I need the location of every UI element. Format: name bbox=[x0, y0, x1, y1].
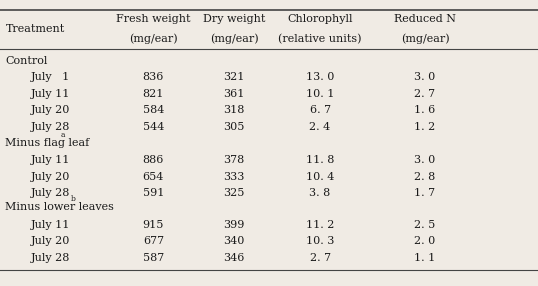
Text: 318: 318 bbox=[223, 106, 245, 115]
Text: 1. 2: 1. 2 bbox=[414, 122, 436, 132]
Text: 654: 654 bbox=[143, 172, 164, 182]
Text: 340: 340 bbox=[223, 236, 245, 246]
Text: 321: 321 bbox=[223, 72, 245, 82]
Text: 886: 886 bbox=[143, 155, 164, 165]
Text: b: b bbox=[71, 195, 76, 203]
Text: (mg/ear): (mg/ear) bbox=[210, 33, 258, 44]
Text: 2. 0: 2. 0 bbox=[414, 236, 436, 246]
Text: 3. 0: 3. 0 bbox=[414, 72, 436, 82]
Text: 2. 8: 2. 8 bbox=[414, 172, 436, 182]
Text: 325: 325 bbox=[223, 188, 245, 198]
Text: 305: 305 bbox=[223, 122, 245, 132]
Text: Minus lower leaves: Minus lower leaves bbox=[5, 202, 114, 212]
Text: 333: 333 bbox=[223, 172, 245, 182]
Text: 591: 591 bbox=[143, 188, 164, 198]
Text: July 11: July 11 bbox=[31, 155, 70, 165]
Text: 2. 5: 2. 5 bbox=[414, 220, 436, 229]
Text: 3. 0: 3. 0 bbox=[414, 155, 436, 165]
Text: 836: 836 bbox=[143, 72, 164, 82]
Text: 10. 3: 10. 3 bbox=[306, 236, 334, 246]
Text: 2. 4: 2. 4 bbox=[309, 122, 331, 132]
Text: 13. 0: 13. 0 bbox=[306, 72, 334, 82]
Text: 821: 821 bbox=[143, 89, 164, 99]
Text: 3. 8: 3. 8 bbox=[309, 188, 331, 198]
Text: 11. 2: 11. 2 bbox=[306, 220, 334, 229]
Text: 10. 1: 10. 1 bbox=[306, 89, 334, 99]
Text: 915: 915 bbox=[143, 220, 164, 229]
Text: (mg/ear): (mg/ear) bbox=[129, 33, 178, 44]
Text: (relative units): (relative units) bbox=[278, 33, 362, 44]
Text: July 28: July 28 bbox=[31, 122, 70, 132]
Text: July 20: July 20 bbox=[31, 106, 70, 115]
Text: a: a bbox=[60, 131, 65, 139]
Text: 1. 6: 1. 6 bbox=[414, 106, 436, 115]
Text: July 28: July 28 bbox=[31, 188, 70, 198]
Text: Reduced N: Reduced N bbox=[394, 14, 456, 23]
Text: July 11: July 11 bbox=[31, 220, 70, 229]
Text: July   1: July 1 bbox=[31, 72, 70, 82]
Text: 584: 584 bbox=[143, 106, 164, 115]
Text: 10. 4: 10. 4 bbox=[306, 172, 334, 182]
Text: 677: 677 bbox=[143, 236, 164, 246]
Text: Dry weight: Dry weight bbox=[203, 14, 265, 23]
Text: Fresh weight: Fresh weight bbox=[116, 14, 190, 23]
Text: 1. 7: 1. 7 bbox=[414, 188, 436, 198]
Text: 587: 587 bbox=[143, 253, 164, 263]
Text: 6. 7: 6. 7 bbox=[309, 106, 331, 115]
Text: 2. 7: 2. 7 bbox=[414, 89, 436, 99]
Text: 346: 346 bbox=[223, 253, 245, 263]
Text: 399: 399 bbox=[223, 220, 245, 229]
Text: July 20: July 20 bbox=[31, 172, 70, 182]
Text: July 11: July 11 bbox=[31, 89, 70, 99]
Text: 1. 1: 1. 1 bbox=[414, 253, 436, 263]
Text: 11. 8: 11. 8 bbox=[306, 155, 334, 165]
Text: Chlorophyll: Chlorophyll bbox=[287, 14, 353, 23]
Text: 544: 544 bbox=[143, 122, 164, 132]
Text: 378: 378 bbox=[223, 155, 245, 165]
Text: Control: Control bbox=[5, 57, 48, 66]
Text: Treatment: Treatment bbox=[5, 24, 65, 33]
Text: 2. 7: 2. 7 bbox=[309, 253, 331, 263]
Text: July 20: July 20 bbox=[31, 236, 70, 246]
Text: 361: 361 bbox=[223, 89, 245, 99]
Text: Minus flag leaf: Minus flag leaf bbox=[5, 138, 90, 148]
Text: July 28: July 28 bbox=[31, 253, 70, 263]
Text: (mg/ear): (mg/ear) bbox=[401, 33, 449, 44]
